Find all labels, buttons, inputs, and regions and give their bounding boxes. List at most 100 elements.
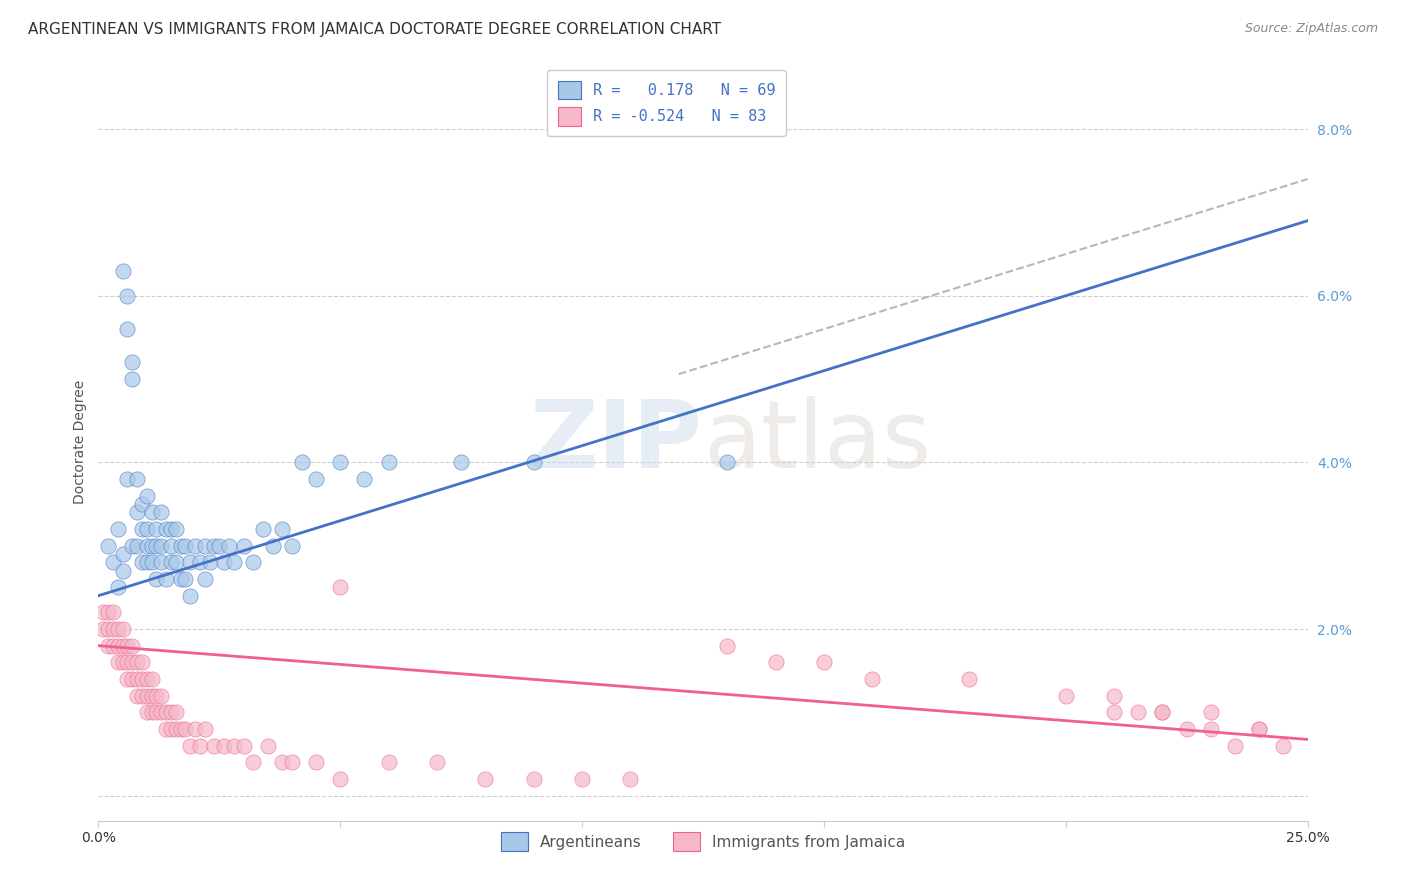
Point bbox=[91, 605, 114, 619]
Point bbox=[174, 539, 197, 553]
Point bbox=[474, 772, 496, 786]
Point bbox=[165, 722, 187, 736]
Text: atlas: atlas bbox=[703, 395, 931, 488]
Point bbox=[169, 722, 191, 736]
Point bbox=[117, 639, 139, 653]
Point bbox=[188, 739, 211, 753]
Point bbox=[135, 489, 157, 503]
Point bbox=[281, 756, 304, 770]
Point bbox=[204, 739, 226, 753]
Point bbox=[145, 522, 167, 536]
Point bbox=[222, 555, 245, 569]
Point bbox=[290, 455, 312, 469]
Point bbox=[165, 522, 187, 536]
Point bbox=[131, 522, 153, 536]
Point bbox=[252, 522, 274, 536]
Point bbox=[188, 555, 211, 569]
Point bbox=[135, 689, 157, 703]
Point bbox=[1223, 739, 1246, 753]
Point bbox=[169, 539, 191, 553]
Point bbox=[97, 605, 120, 619]
Point bbox=[523, 772, 546, 786]
Point bbox=[204, 539, 226, 553]
Point bbox=[1102, 689, 1125, 703]
Point bbox=[97, 639, 120, 653]
Point bbox=[141, 555, 163, 569]
Point bbox=[1249, 722, 1271, 736]
Point bbox=[305, 472, 328, 486]
Point bbox=[165, 706, 187, 720]
Point bbox=[160, 555, 183, 569]
Point bbox=[194, 572, 217, 586]
Point bbox=[145, 572, 167, 586]
Point bbox=[155, 572, 177, 586]
Point bbox=[155, 522, 177, 536]
Point bbox=[141, 706, 163, 720]
Point bbox=[160, 522, 183, 536]
Point bbox=[271, 522, 294, 536]
Point bbox=[101, 605, 124, 619]
Point bbox=[135, 555, 157, 569]
Point bbox=[716, 455, 738, 469]
Point bbox=[160, 539, 183, 553]
Point bbox=[232, 739, 254, 753]
Point bbox=[194, 539, 217, 553]
Point bbox=[121, 355, 143, 369]
Point bbox=[1199, 706, 1222, 720]
Point bbox=[141, 539, 163, 553]
Point bbox=[131, 497, 153, 511]
Point bbox=[150, 505, 173, 519]
Point bbox=[141, 672, 163, 686]
Point bbox=[145, 689, 167, 703]
Point bbox=[121, 539, 143, 553]
Point bbox=[208, 539, 231, 553]
Text: ARGENTINEAN VS IMMIGRANTS FROM JAMAICA DOCTORATE DEGREE CORRELATION CHART: ARGENTINEAN VS IMMIGRANTS FROM JAMAICA D… bbox=[28, 22, 721, 37]
Point bbox=[329, 455, 352, 469]
Point bbox=[155, 706, 177, 720]
Point bbox=[329, 772, 352, 786]
Point bbox=[262, 539, 284, 553]
Point bbox=[145, 539, 167, 553]
Point bbox=[377, 455, 399, 469]
Point bbox=[127, 539, 149, 553]
Point bbox=[117, 289, 139, 303]
Point bbox=[353, 472, 375, 486]
Point bbox=[716, 639, 738, 653]
Point bbox=[101, 622, 124, 636]
Point bbox=[131, 672, 153, 686]
Point bbox=[174, 722, 197, 736]
Point bbox=[957, 672, 980, 686]
Point bbox=[135, 522, 157, 536]
Point bbox=[141, 689, 163, 703]
Point bbox=[1152, 706, 1174, 720]
Point bbox=[111, 547, 134, 561]
Point bbox=[198, 555, 221, 569]
Point bbox=[145, 706, 167, 720]
Point bbox=[107, 639, 129, 653]
Point bbox=[242, 756, 264, 770]
Point bbox=[169, 572, 191, 586]
Point bbox=[131, 555, 153, 569]
Point bbox=[135, 539, 157, 553]
Point bbox=[179, 739, 201, 753]
Point bbox=[127, 656, 149, 670]
Point bbox=[121, 672, 143, 686]
Point bbox=[107, 622, 129, 636]
Point bbox=[107, 522, 129, 536]
Point bbox=[194, 722, 217, 736]
Point bbox=[121, 372, 143, 386]
Point bbox=[1249, 722, 1271, 736]
Point bbox=[97, 539, 120, 553]
Point bbox=[107, 580, 129, 594]
Point bbox=[135, 672, 157, 686]
Point bbox=[218, 539, 240, 553]
Point bbox=[619, 772, 641, 786]
Legend: Argentineans, Immigrants from Jamaica: Argentineans, Immigrants from Jamaica bbox=[494, 824, 912, 858]
Point bbox=[329, 580, 352, 594]
Point bbox=[97, 622, 120, 636]
Point bbox=[242, 555, 264, 569]
Point bbox=[1272, 739, 1295, 753]
Point bbox=[860, 672, 883, 686]
Point bbox=[426, 756, 449, 770]
Point bbox=[135, 706, 157, 720]
